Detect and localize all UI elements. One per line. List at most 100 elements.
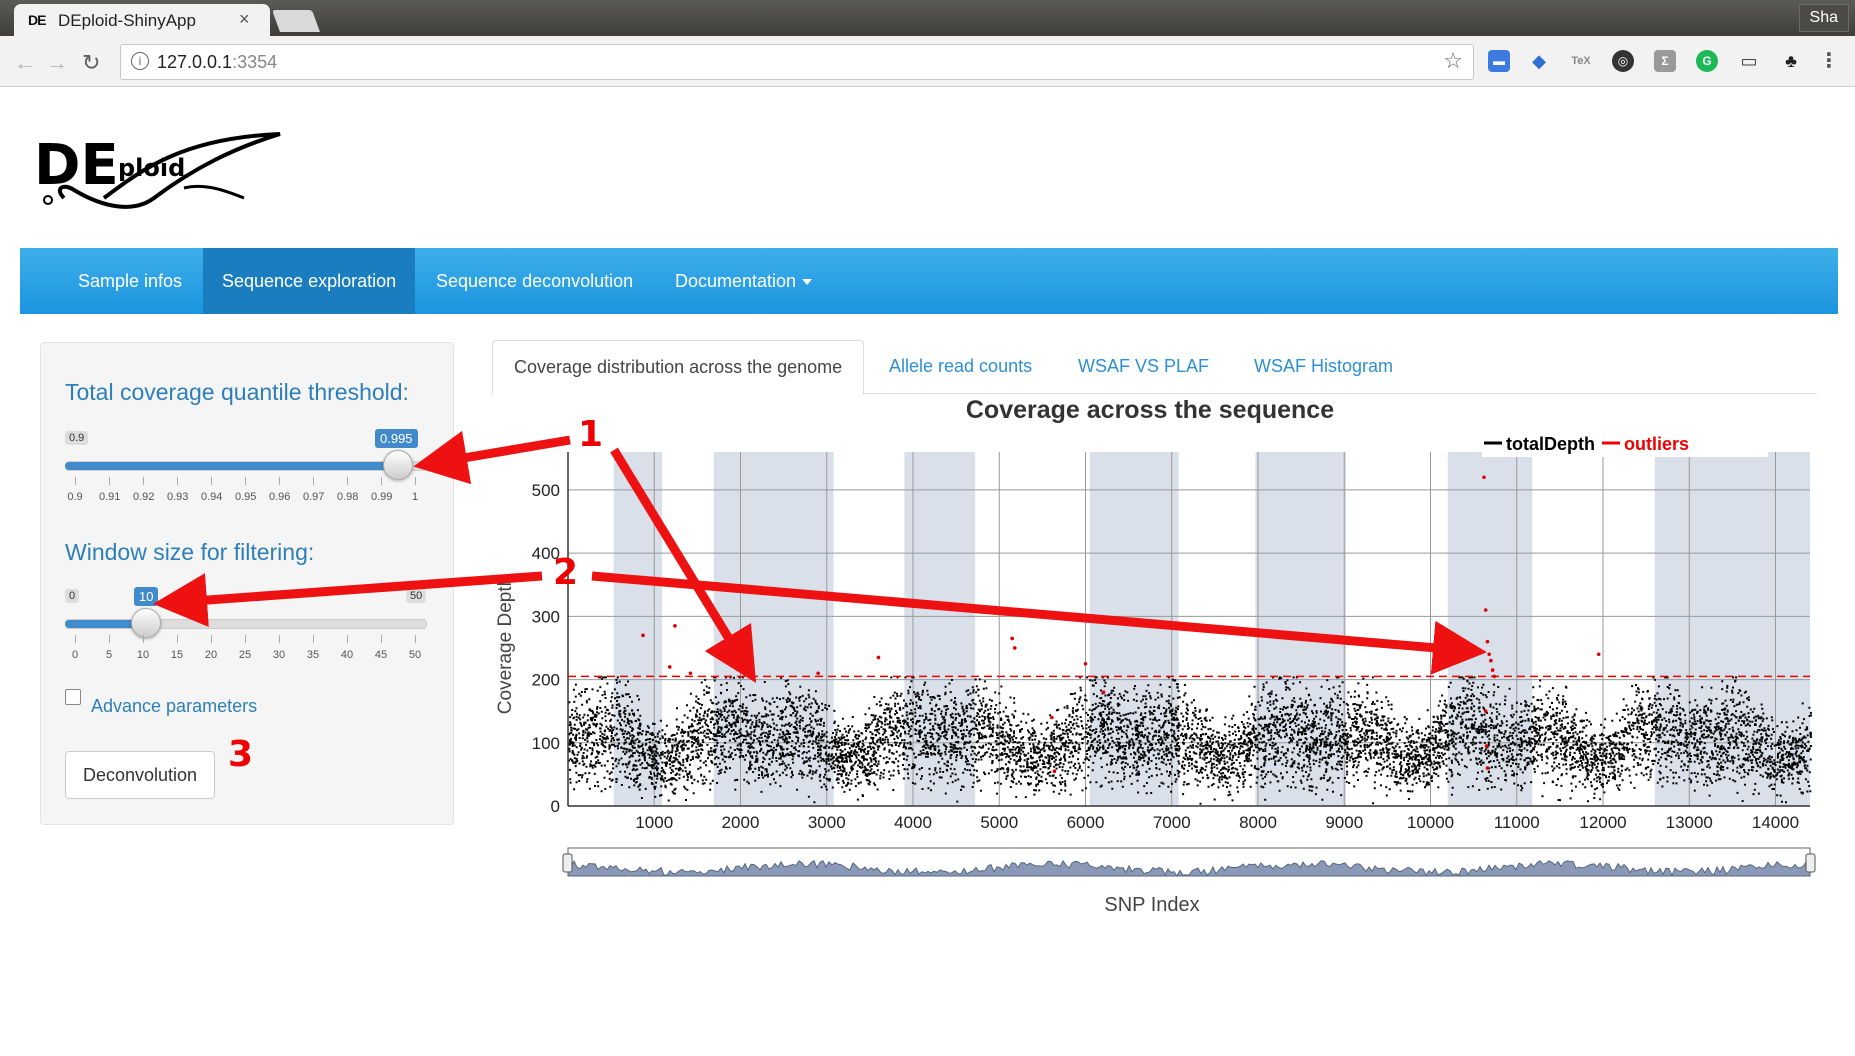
x-tick-label: 2000 [722, 813, 760, 832]
slider2-max-label: 50 [406, 589, 427, 603]
slider1-min-label: 0.9 [65, 431, 89, 445]
address-bar[interactable]: i 127.0.0.1:3354 ☆ [120, 44, 1474, 80]
tabs-divider [492, 393, 1817, 394]
gnome-extension-icon[interactable]: ♣ [1785, 51, 1797, 71]
outlier-point [673, 624, 677, 628]
slider-tick-label: 0.98 [337, 491, 359, 503]
slider-tick [313, 477, 314, 485]
y-tick-label: 300 [532, 607, 560, 626]
coverage-plot[interactable]: 0 100 200 300 400 500 1000 2000 3000 4000 5000 6000… [490, 420, 1820, 920]
outlier-point [1010, 636, 1014, 641]
slider-tick-label: 0.93 [167, 491, 189, 503]
slider1-value-bubble: 0.995 [375, 429, 418, 448]
sigma-extension-icon[interactable]: Σ [1654, 50, 1676, 72]
x-tick-label: 8000 [1239, 813, 1277, 832]
browser-tab[interactable]: DE DEploid-ShinyApp × [14, 4, 270, 36]
coverage-threshold-label: Total coverage quantile threshold: [65, 379, 409, 405]
info-icon[interactable]: i [131, 52, 149, 70]
browser-tab-bar: DE DEploid-ShinyApp × Sha [0, 0, 1855, 36]
slider-tick [143, 635, 144, 643]
slider-tick [279, 635, 280, 643]
nav-sequence-exploration[interactable]: Sequence exploration [203, 248, 416, 314]
slider1-handle[interactable] [383, 450, 413, 480]
outlier-point [1101, 690, 1106, 695]
url-host: 127.0.0.1 [157, 52, 233, 72]
range-handle-right [1805, 853, 1816, 873]
diamond-extension-icon[interactable]: ◆ [1532, 51, 1546, 71]
url-port: :3354 [232, 52, 278, 72]
slider-tick [347, 635, 348, 643]
x-tick-label: 12000 [1579, 813, 1626, 832]
x-tick-label: 7000 [1153, 813, 1191, 832]
x-tick-label: 4000 [894, 813, 932, 832]
logo-big-text: DE [34, 133, 119, 198]
outlier-point [1012, 646, 1017, 650]
close-tab-icon[interactable]: × [239, 9, 250, 29]
slider1-fill [65, 462, 387, 470]
tex-extension-icon[interactable]: TeX [1571, 55, 1591, 67]
url-text: 127.0.0.1:3354 [157, 52, 277, 73]
menu-dots-icon[interactable]: ⋮ [1819, 50, 1839, 72]
slider-tick [211, 635, 212, 643]
advance-parameters-checkbox[interactable] [65, 689, 81, 705]
nav-sample-infos[interactable]: Sample infos [59, 248, 201, 314]
slider-tick-label: 0.94 [201, 491, 223, 503]
legend-totaldepth: totalDepth [1506, 434, 1595, 454]
outlier-point [1490, 668, 1495, 672]
x-tick-label: 3000 [808, 813, 846, 832]
range-slider[interactable] [562, 847, 1816, 877]
slider2-ticks: 0 5 10 15 20 25 30 35 40 45 50 [65, 635, 425, 665]
tab-title: DEploid-ShinyApp [58, 11, 196, 30]
slider-tick [415, 477, 416, 485]
slider-tick [109, 477, 110, 485]
profile-button[interactable]: Sha [1798, 4, 1849, 32]
nav-label: Sample infos [78, 271, 183, 291]
slider-tick-label: 25 [238, 649, 252, 661]
slider2-handle[interactable] [131, 608, 161, 638]
grammarly-extension-icon[interactable]: G [1696, 50, 1718, 72]
y-tick-label: 0 [551, 797, 560, 816]
nav-sequence-deconvolution[interactable]: Sequence deconvolution [417, 248, 652, 314]
new-tab-button[interactable] [271, 10, 321, 32]
shaded-band [1255, 452, 1346, 806]
slider-tick [245, 477, 246, 485]
advance-parameters-label[interactable]: Advance parameters [91, 696, 258, 716]
x-tick-label: 9000 [1325, 813, 1363, 832]
tab-wsaf-vs-plaf[interactable]: WSAF VS PLAF [1078, 356, 1210, 376]
outlier-point [1485, 766, 1490, 770]
slider-tick-label: 40 [340, 649, 354, 661]
deconvolution-button[interactable]: Deconvolution [65, 751, 215, 799]
chart-title: Coverage across the sequence [965, 396, 1335, 424]
forward-arrow-icon[interactable]: → [46, 50, 68, 75]
nav-label: Sequence deconvolution [436, 271, 634, 291]
cast-icon[interactable]: ▭ [1740, 51, 1758, 71]
slider-tick-label: 0.95 [235, 491, 257, 503]
slider-tick-label: 0.99 [371, 491, 393, 503]
annotation-2: 2 [553, 552, 579, 593]
legend-background [1482, 429, 1768, 457]
x-tick-label: 10000 [1407, 813, 1454, 832]
range-handle-left [562, 853, 573, 873]
slider-tick-label: 1 [411, 491, 419, 503]
legend-outliers: outliers [1624, 434, 1689, 454]
x-tick-label: 13000 [1666, 813, 1713, 832]
star-icon[interactable]: ☆ [1443, 48, 1463, 73]
reload-icon[interactable]: ↻ [82, 50, 101, 75]
tab-allele-read-counts[interactable]: Allele read counts [889, 356, 1033, 376]
nav-documentation[interactable]: Documentation [656, 248, 831, 314]
outlier-point [876, 655, 881, 660]
back-arrow-icon[interactable]: ← [14, 50, 36, 75]
tab-wsaf-histogram[interactable]: WSAF Histogram [1254, 356, 1394, 376]
slider-tick-label: 15 [170, 649, 184, 661]
outlier-point [1050, 715, 1054, 720]
logo-small-text: ploid [118, 154, 185, 182]
slider-tick-label: 0.9 [67, 491, 83, 503]
calendar-extension-icon[interactable]: ▬ [1488, 50, 1510, 72]
tab-coverage-distribution[interactable]: Coverage distribution across the genome [492, 340, 865, 395]
outlier-point [1483, 608, 1488, 612]
x-tick-label: 14000 [1752, 813, 1799, 832]
slider-tick-label: 20 [204, 649, 218, 661]
circle-extension-icon[interactable]: ◎ [1612, 50, 1634, 72]
slider-tick [381, 635, 382, 643]
slider-tick [75, 635, 76, 643]
